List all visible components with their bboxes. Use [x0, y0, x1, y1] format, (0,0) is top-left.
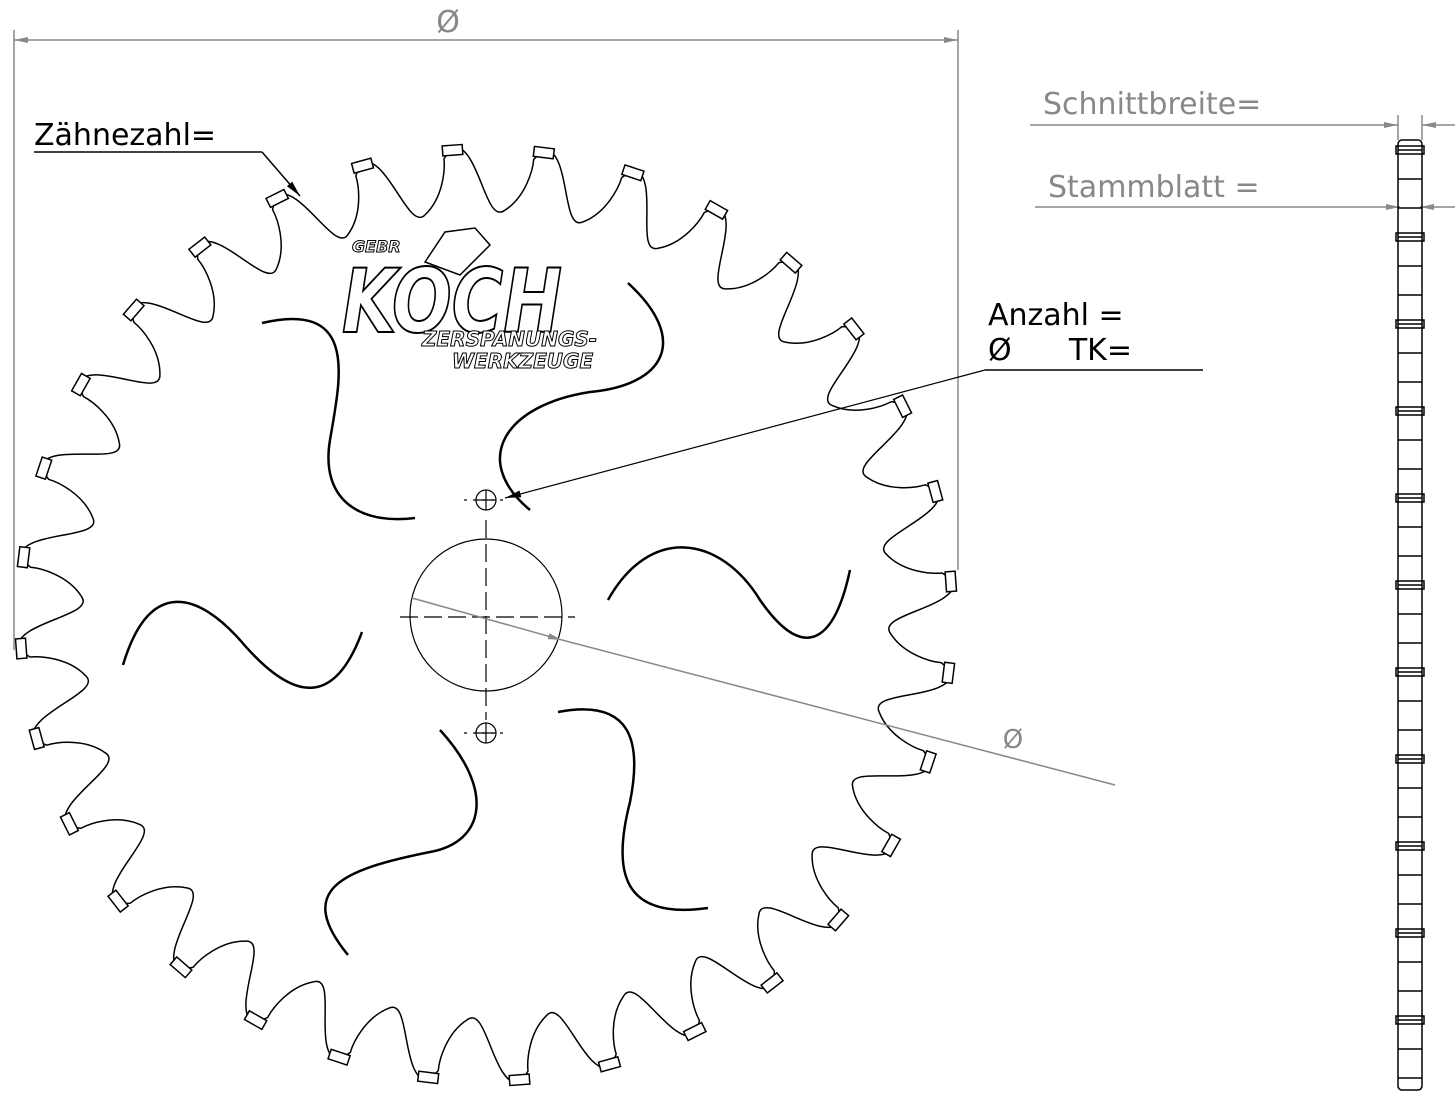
side-view: Schnittbreite= Stammblatt =: [1030, 87, 1455, 1090]
carbide-tip: [17, 547, 29, 568]
bore-label: Ø: [1003, 725, 1023, 755]
carbide-tip: [29, 728, 44, 750]
plate-label: Stammblatt =: [1048, 170, 1260, 205]
teeth-callout: Zähnezahl=: [34, 118, 300, 196]
teeth-label: Zähnezahl=: [34, 118, 216, 153]
pitch-circle-label: Ø TK=: [988, 333, 1132, 368]
carbide-tip: [36, 457, 52, 479]
carbide-tip: [352, 158, 374, 173]
carbide-tip: [533, 146, 554, 158]
carbide-tip: [761, 973, 783, 993]
carbide-tip: [189, 237, 211, 257]
logo: GEBR KOCH ZERSPANUNGS- WERKZEUGE: [342, 228, 597, 373]
carbide-tip: [705, 201, 727, 220]
carbide-tip: [442, 144, 463, 155]
carbide-tip: [108, 890, 128, 912]
carbide-tip: [60, 813, 78, 835]
carbide-tip: [945, 571, 956, 592]
carbide-tip: [123, 299, 144, 321]
carbide-tip: [599, 1057, 621, 1072]
logo-text: WERKZEUGE: [452, 349, 593, 373]
diameter-label: Ø: [436, 5, 460, 40]
carbide-tip: [328, 1049, 350, 1065]
carbide-tip: [72, 373, 91, 395]
logo-text: ZERSPANUNGS-: [421, 327, 597, 351]
bore: [400, 490, 575, 743]
carbide-tip: [894, 395, 912, 417]
carbide-tip: [928, 481, 943, 503]
carbide-tip: [170, 957, 192, 978]
carbide-tip: [828, 909, 849, 931]
bore-dimension: Ø: [412, 598, 1115, 785]
carbide-tip: [780, 252, 802, 273]
carbide-tip: [622, 165, 644, 181]
carbide-tip: [509, 1074, 530, 1085]
carbide-tip: [266, 189, 288, 207]
carbide-tip: [418, 1071, 439, 1083]
carbide-tip: [942, 662, 954, 683]
holes-count-label: Anzahl =: [988, 298, 1124, 333]
kerf-label: Schnittbreite=: [1043, 87, 1261, 122]
drawing: Ø Zähnezahl= Ø Anzahl = Ø TK= GEBR KOCH …: [0, 0, 1455, 1095]
carbide-tip: [244, 1011, 266, 1030]
carbide-tip: [15, 638, 26, 659]
carbide-tip: [882, 834, 901, 856]
carbide-tip: [684, 1023, 706, 1041]
carbide-tip: [844, 318, 864, 340]
carbide-tip: [920, 751, 936, 773]
